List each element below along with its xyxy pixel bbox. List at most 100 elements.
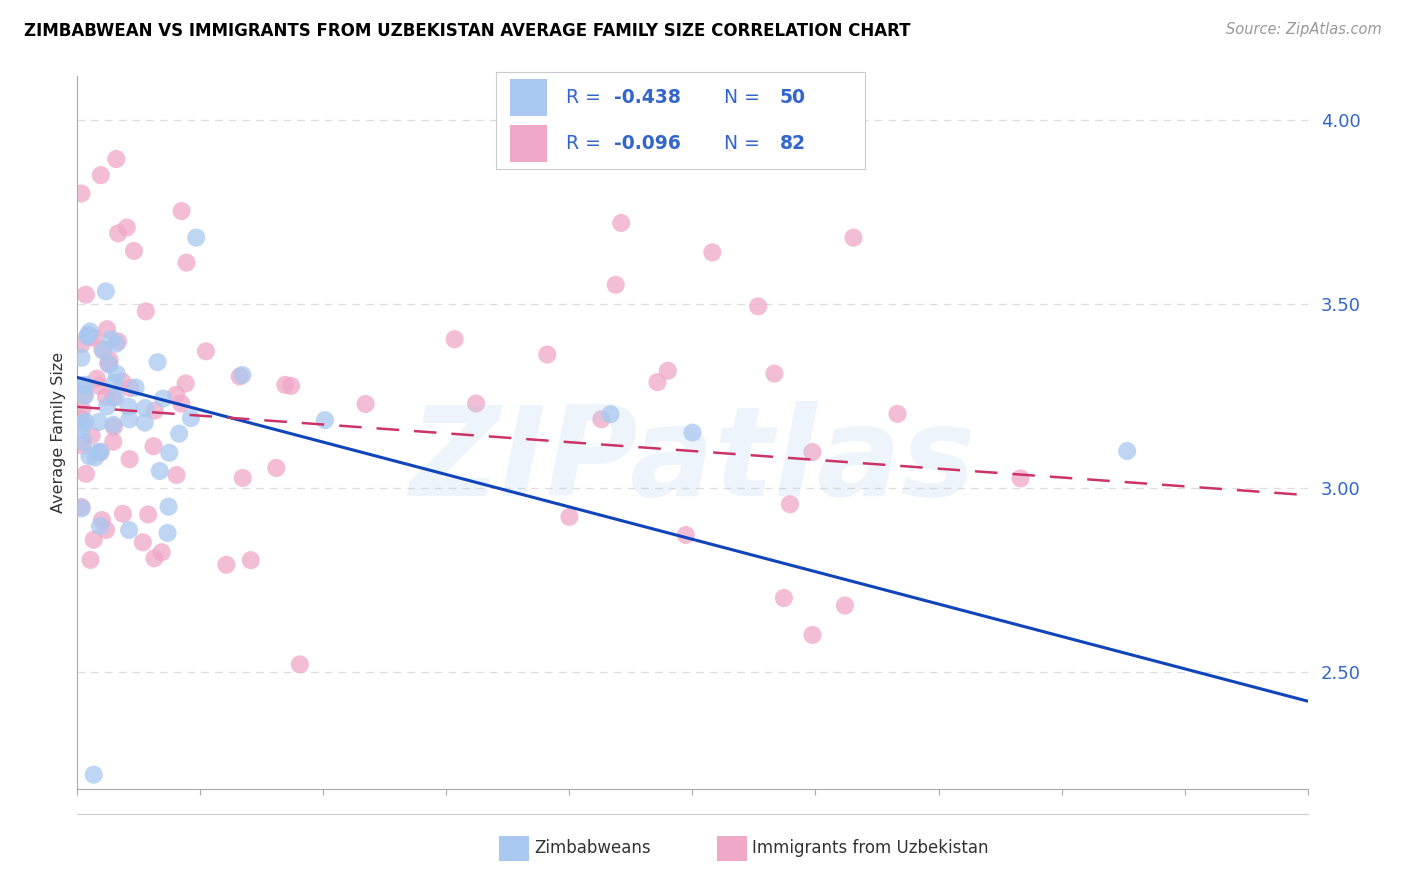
Point: [72, 434, 94, 449]
Point: [314, 413, 336, 427]
Point: [70, 413, 93, 427]
Point: [156, 526, 179, 541]
Point: [176, 255, 198, 269]
Point: [75, 287, 97, 301]
Point: [89, 444, 111, 458]
Point: [465, 396, 488, 410]
Point: [280, 379, 302, 393]
Point: [82, 330, 104, 344]
Point: [801, 628, 824, 642]
Point: [111, 375, 134, 389]
Point: [104, 391, 127, 405]
Point: [79, 553, 101, 567]
Point: [886, 407, 908, 421]
Point: [97, 356, 120, 370]
Point: [105, 336, 128, 351]
Point: [83, 768, 105, 782]
Text: Source: ZipAtlas.com: Source: ZipAtlas.com: [1226, 22, 1382, 37]
Point: [79, 450, 101, 464]
Point: [354, 397, 377, 411]
Point: [443, 332, 465, 346]
Point: [1010, 471, 1032, 485]
Point: [73, 387, 96, 401]
Point: [94, 390, 117, 404]
Point: [134, 416, 156, 430]
Point: [83, 533, 105, 547]
Point: [605, 277, 627, 292]
Point: [763, 367, 786, 381]
Point: [599, 407, 621, 421]
Point: [70, 417, 93, 431]
Point: [91, 343, 114, 358]
Point: [834, 599, 856, 613]
Point: [801, 445, 824, 459]
Point: [779, 497, 801, 511]
Point: [103, 420, 125, 434]
Point: [118, 523, 141, 537]
Point: [150, 545, 173, 559]
Point: [75, 415, 97, 429]
Point: [773, 591, 796, 605]
Point: [558, 509, 581, 524]
Point: [135, 304, 157, 318]
Point: [266, 461, 288, 475]
Point: [143, 403, 166, 417]
Point: [70, 378, 93, 392]
Point: [118, 452, 141, 467]
Point: [136, 508, 159, 522]
Point: [70, 501, 93, 516]
Point: [239, 553, 262, 567]
Text: ZIPatlas: ZIPatlas: [409, 401, 976, 522]
Point: [536, 347, 558, 361]
Point: [87, 445, 110, 459]
Point: [120, 381, 142, 395]
Point: [70, 500, 93, 514]
Point: [77, 327, 100, 342]
Point: [70, 337, 93, 351]
Point: [94, 285, 117, 299]
Point: [215, 558, 238, 572]
Point: [647, 375, 669, 389]
Point: [105, 367, 128, 381]
Point: [80, 428, 103, 442]
Point: [591, 412, 613, 426]
Point: [231, 368, 253, 382]
Point: [90, 513, 112, 527]
Point: [132, 535, 155, 549]
Point: [70, 402, 93, 417]
Point: [75, 467, 97, 481]
Point: [747, 299, 769, 313]
Point: [86, 371, 108, 385]
Point: [70, 351, 93, 365]
Point: [103, 434, 125, 449]
Point: [118, 412, 141, 426]
Point: [702, 245, 724, 260]
Point: [124, 380, 146, 394]
Point: [657, 364, 679, 378]
Point: [167, 426, 190, 441]
Point: [70, 411, 93, 425]
Point: [107, 227, 129, 241]
Point: [96, 322, 118, 336]
Point: [842, 230, 865, 244]
Point: [98, 358, 121, 372]
Point: [103, 417, 125, 432]
Point: [94, 523, 117, 537]
Text: Immigrants from Uzbekistan: Immigrants from Uzbekistan: [752, 839, 988, 857]
Point: [232, 471, 254, 485]
Point: [157, 446, 180, 460]
Point: [103, 390, 125, 404]
Text: Zimbabweans: Zimbabweans: [534, 839, 651, 857]
Point: [610, 216, 633, 230]
Point: [87, 415, 110, 429]
Point: [675, 528, 697, 542]
Point: [134, 401, 156, 415]
Point: [165, 388, 187, 402]
Point: [170, 397, 193, 411]
Point: [84, 450, 107, 465]
Point: [517, 124, 540, 138]
Point: [98, 353, 121, 368]
Point: [170, 204, 193, 219]
Point: [149, 464, 172, 478]
Point: [166, 468, 188, 483]
